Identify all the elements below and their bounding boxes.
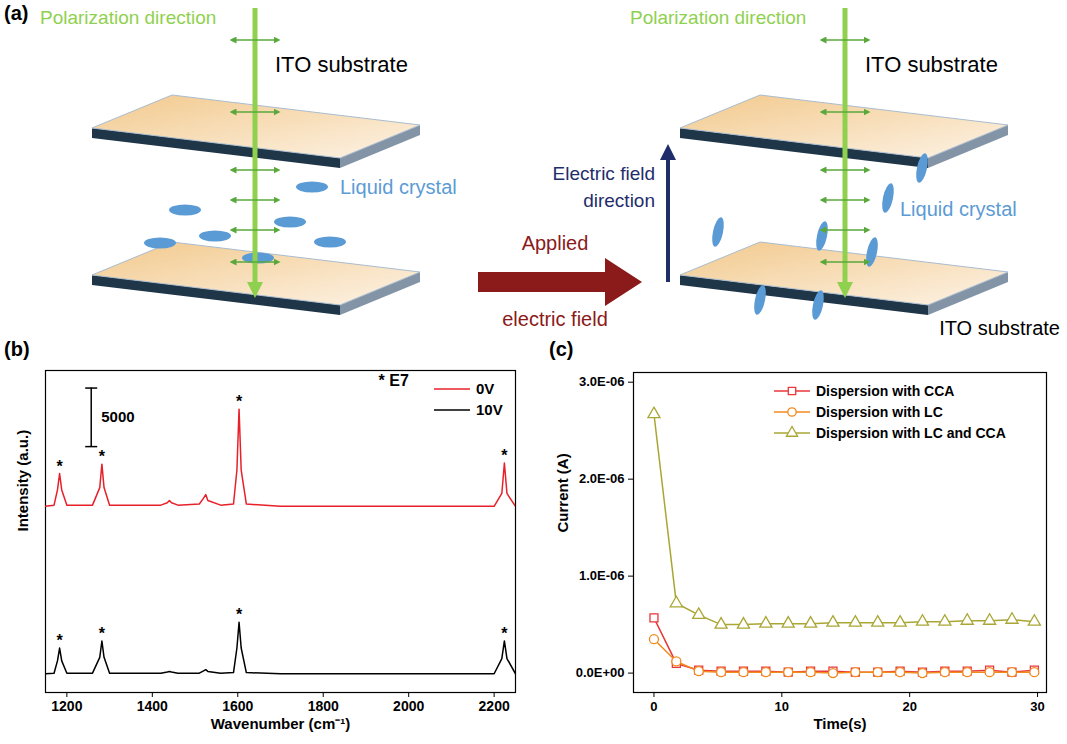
svg-text:Liquid crystal: Liquid crystal xyxy=(900,198,1017,220)
html-text:10V: 10V xyxy=(476,401,503,418)
svg-text:ITO substrate: ITO substrate xyxy=(275,52,408,77)
html-text:Dispersion with LC: Dispersion with LC xyxy=(816,403,943,420)
svg-text:Electric field: Electric field xyxy=(553,163,655,184)
svg-text:*: * xyxy=(56,632,63,649)
svg-text:Liquid crystal: Liquid crystal xyxy=(340,176,457,198)
svg-text:*: * xyxy=(501,625,508,642)
svg-text:1400: 1400 xyxy=(137,698,168,714)
svg-text:Time(s): Time(s) xyxy=(813,715,866,732)
html-text:Dispersion with CCA: Dispersion with CCA xyxy=(816,382,955,399)
svg-text:*: * xyxy=(501,447,508,464)
html-text:Dispersion with LC and CCA: Dispersion with LC and CCA xyxy=(816,424,1006,441)
svg-text:ITO substrate: ITO substrate xyxy=(865,52,998,77)
html-text:(c): (c) xyxy=(549,338,574,360)
svg-text:ITO substrate: ITO substrate xyxy=(939,317,1060,338)
svg-text:Polarization direction: Polarization direction xyxy=(40,7,216,28)
svg-text:30: 30 xyxy=(1030,699,1044,714)
svg-text:*: * xyxy=(236,393,243,410)
svg-text:Applied: Applied xyxy=(522,232,589,254)
svg-text:Wavenumber (cm⁻¹): Wavenumber (cm⁻¹) xyxy=(211,715,350,732)
svg-text:*: * xyxy=(236,606,243,623)
svg-text:10: 10 xyxy=(775,699,789,714)
svg-text:3.0E-06: 3.0E-06 xyxy=(579,374,625,389)
svg-text:0.0E+00: 0.0E+00 xyxy=(576,665,625,680)
svg-text:Current (A): Current (A) xyxy=(554,453,571,532)
svg-text:* E7: * E7 xyxy=(379,372,409,389)
svg-text:1200: 1200 xyxy=(51,698,82,714)
svg-text:Polarization direction: Polarization direction xyxy=(630,7,806,28)
html-text:(a): (a) xyxy=(4,2,29,24)
svg-text:*: * xyxy=(99,625,106,642)
svg-text:2200: 2200 xyxy=(479,698,510,714)
svg-text:2.0E-06: 2.0E-06 xyxy=(579,471,625,486)
svg-text:2000: 2000 xyxy=(393,698,424,714)
svg-text:electric field: electric field xyxy=(502,308,608,330)
svg-text:5000: 5000 xyxy=(101,408,134,425)
svg-text:*: * xyxy=(99,448,106,465)
html-text:0V: 0V xyxy=(476,380,495,397)
svg-text:0: 0 xyxy=(650,699,657,714)
svg-text:1.0E-06: 1.0E-06 xyxy=(579,568,625,583)
svg-text:direction: direction xyxy=(583,190,655,211)
svg-text:Intensity (a.u.): Intensity (a.u.) xyxy=(14,430,31,532)
html-text:(b): (b) xyxy=(4,338,30,360)
svg-text:1600: 1600 xyxy=(222,698,253,714)
svg-text:*: * xyxy=(56,458,63,475)
svg-text:1800: 1800 xyxy=(308,698,339,714)
svg-text:20: 20 xyxy=(902,699,916,714)
